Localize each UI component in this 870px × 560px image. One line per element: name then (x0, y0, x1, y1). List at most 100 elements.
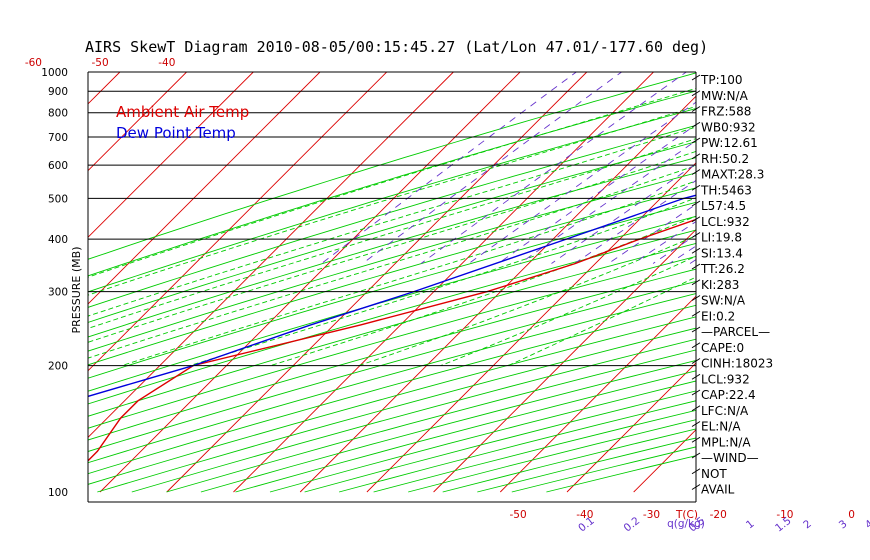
pressure-tick-label: 600 (48, 160, 68, 172)
moist-adiabat (88, 164, 696, 359)
bottom-temp-tick-label: 0 (848, 509, 855, 521)
index-tick (691, 216, 701, 223)
pressure-tick-label: 300 (48, 287, 68, 299)
bottom-temp-tick-label: -40 (576, 509, 593, 521)
dry-adiabat (88, 141, 696, 323)
mixing-ratio-line (756, 63, 870, 263)
mixing-ratio-line (785, 63, 870, 263)
moist-adiabat (88, 138, 696, 329)
isotherm-line (88, 72, 388, 372)
mixing-ratio-line (669, 245, 696, 264)
moist-adiabat (121, 180, 696, 367)
index-tick (691, 137, 701, 144)
moist-adiabat (88, 105, 696, 296)
index-tick (691, 121, 701, 128)
index-value: MPL:N/A (701, 435, 751, 449)
mixing-ratio-label: 1 (744, 518, 757, 532)
index-tick (691, 326, 701, 333)
index-tick (691, 342, 701, 349)
index-tick (691, 310, 701, 317)
index-value: TP:100 (700, 73, 743, 87)
index-value: MAXT:28.3 (701, 168, 764, 182)
index-tick (691, 184, 701, 191)
top-temp-tick-label: -40 (158, 57, 175, 69)
index-value: LI:19.8 (701, 231, 742, 245)
index-value: —PARCEL— (701, 325, 770, 339)
isotherm-line (366, 162, 696, 493)
legend-entry: Dew Point Temp (116, 124, 236, 142)
index-tick (691, 90, 701, 97)
index-value: LCL:932 (701, 215, 750, 229)
pressure-tick-label: 700 (48, 132, 68, 144)
isotherm-line (88, 72, 454, 439)
index-value: LCL:932 (701, 372, 750, 386)
top-temp-tick-label: -50 (92, 57, 109, 69)
dry-adiabat (88, 124, 696, 308)
moist-adiabat (270, 215, 696, 367)
isotherm-line (566, 362, 696, 493)
x-axis-unit-label: T(C) (675, 509, 698, 521)
mixing-ratio-line (739, 63, 870, 263)
mixing-ratio-line (420, 72, 688, 264)
moist-adiabat (88, 87, 696, 278)
legend-entry: Ambient Air Temp (116, 103, 249, 121)
dry-adiabat (88, 215, 696, 392)
index-tick (691, 263, 701, 270)
dry-adiabat (235, 370, 696, 493)
index-tick (691, 106, 701, 112)
index-tick (691, 247, 701, 254)
mixing-ratio-unit-label: q(g/kg) (667, 518, 705, 530)
dry-adiabat (88, 293, 696, 464)
moist-adiabat (88, 150, 696, 343)
mixing-ratio-line (362, 72, 623, 264)
index-tick (691, 200, 701, 207)
chart-grid (0, 63, 870, 493)
index-value: RH:50.2 (701, 152, 749, 166)
mixing-ratio-label: 4 (863, 518, 870, 532)
dry-adiabat (88, 304, 696, 475)
index-tick (691, 74, 701, 81)
pressure-tick-label: 400 (48, 234, 68, 246)
index-value: MW:N/A (701, 89, 749, 103)
pressure-tick-label: 100 (48, 487, 68, 499)
dry-adiabat (88, 229, 696, 405)
dry-adiabat (373, 409, 696, 493)
index-value: L57:4.5 (701, 199, 746, 213)
pressure-tick-label: 500 (48, 193, 68, 205)
isotherm-line (767, 72, 870, 492)
pressure-tick-label: 200 (48, 361, 68, 373)
series-line (88, 194, 696, 398)
isotherm-line (88, 72, 187, 172)
index-tick (691, 389, 701, 396)
index-value: CINH:18023 (701, 357, 773, 371)
dry-adiabat (88, 280, 696, 452)
moist-adiabat (440, 255, 696, 367)
pressure-tick-label: 800 (48, 108, 68, 120)
mixing-ratio-line (519, 140, 696, 264)
index-value: NOT (701, 467, 727, 481)
isotherm-line (88, 72, 321, 305)
isotherm-line (433, 228, 696, 493)
pressure-tick-label: 1000 (41, 67, 68, 79)
dry-adiabat (442, 428, 696, 493)
mixing-ratio-line (633, 221, 696, 264)
isotherm-line (0, 72, 53, 492)
moist-adiabat (358, 235, 696, 367)
index-value: KI:283 (701, 278, 739, 292)
index-tick (691, 373, 701, 380)
dry-adiabat (88, 255, 696, 429)
dry-adiabat (88, 187, 696, 366)
index-tick (691, 153, 701, 160)
series-line (88, 218, 696, 462)
bottom-temp-tick-label: -10 (776, 509, 793, 521)
dry-adiabat (88, 201, 696, 379)
index-tick (691, 169, 701, 175)
index-value: SW:N/A (701, 294, 746, 308)
dry-adiabat (88, 268, 696, 441)
isotherm-line (299, 95, 696, 493)
index-tick (691, 405, 701, 412)
index-value: TT:26.2 (700, 262, 745, 276)
index-tick (691, 484, 701, 490)
